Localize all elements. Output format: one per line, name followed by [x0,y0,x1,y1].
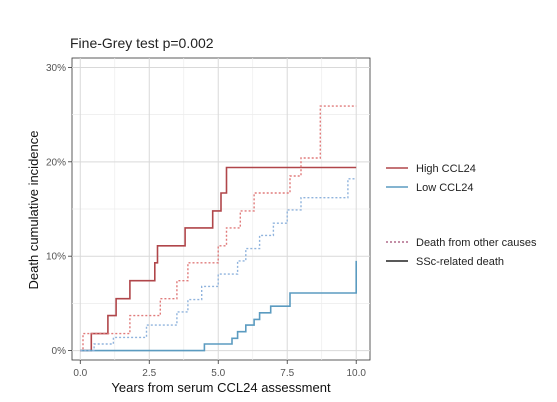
series-line-high-ccl24-other-causes [80,105,357,352]
series-line-low-ccl24-ssc [80,260,357,352]
series-line-high-ccl24-ssc [80,166,357,352]
x-tick-label: 10.0 [346,368,366,379]
y-axis-ticks: 0% 10% 20% 30% [46,63,72,357]
x-tick-label: 2.5 [142,368,156,379]
legend: High CCL24 Low CCL24 Death from other caus… [386,163,537,268]
y-tick-label: 0% [52,346,67,357]
x-axis-ticks: 0.0 2.5 5.0 7.5 10.0 [73,360,366,379]
y-tick-label: 20% [46,157,66,168]
chart-title: Fine-Grey test p=0.002 [70,35,214,51]
x-axis-label: Years from serum CCL24 assessment [111,380,331,395]
x-tick-label: 5.0 [211,368,225,379]
x-tick-label: 7.5 [280,368,294,379]
x-tick-label: 0.0 [73,368,87,379]
legend-label: High CCL24 [416,163,476,175]
legend-label: Low CCL24 [416,182,473,194]
y-axis-label: Death cumulative incidence [26,131,41,290]
legend-label: SSc-related death [416,256,504,268]
y-tick-label: 10% [46,252,66,263]
y-tick-label: 30% [46,63,66,74]
series-layer [80,105,357,352]
series-line-low-ccl24-other-causes [80,178,357,352]
legend-label: Death from other causes [416,237,537,249]
